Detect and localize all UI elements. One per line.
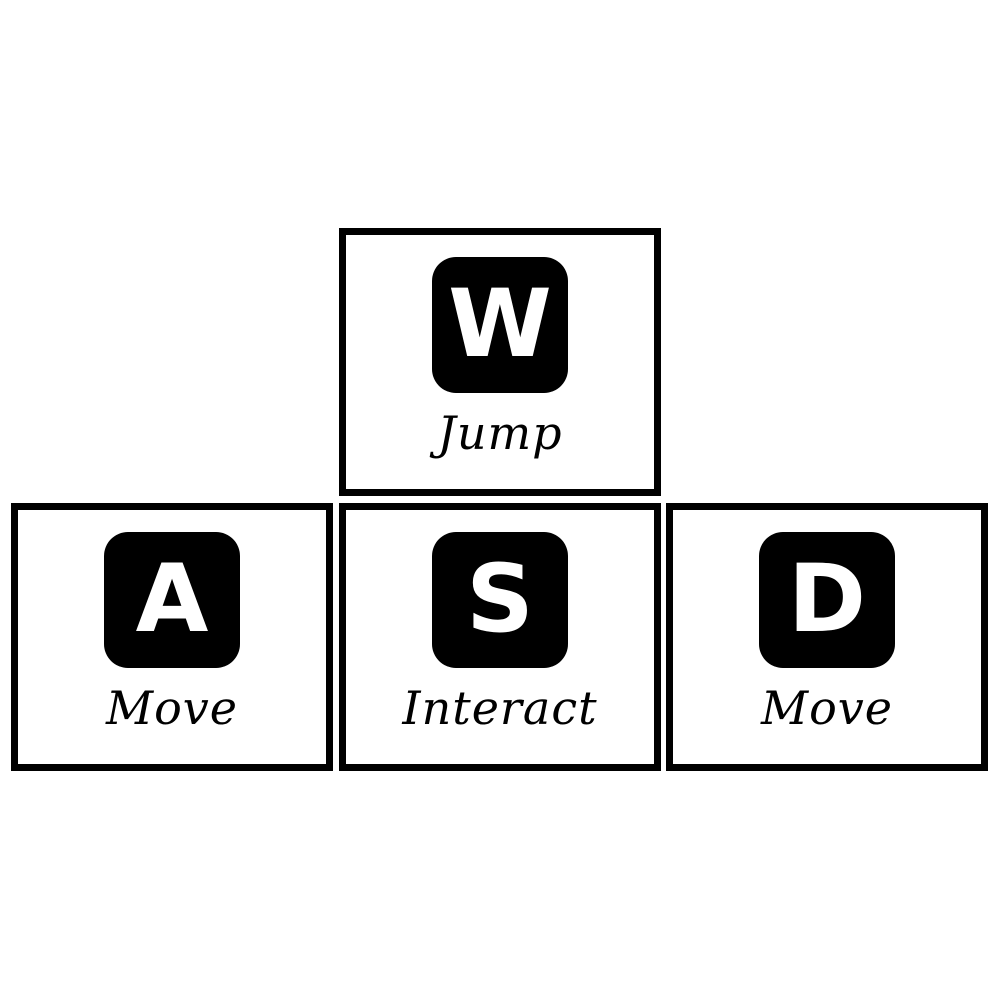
key-panel-s: S Interact (339, 503, 661, 771)
action-label-move-left: Move (105, 681, 238, 735)
action-label-move-right: Move (760, 681, 893, 735)
keycap-a: A (104, 532, 240, 668)
action-label-interact: Interact (402, 681, 598, 735)
keycap-d: D (759, 532, 895, 668)
key-panel-w: W Jump (339, 228, 661, 496)
keycap-w: W (432, 257, 568, 393)
action-label-jump: Jump (437, 406, 563, 460)
keycap-s: S (432, 532, 568, 668)
key-panel-d: D Move (666, 503, 988, 771)
key-panel-a: A Move (11, 503, 333, 771)
